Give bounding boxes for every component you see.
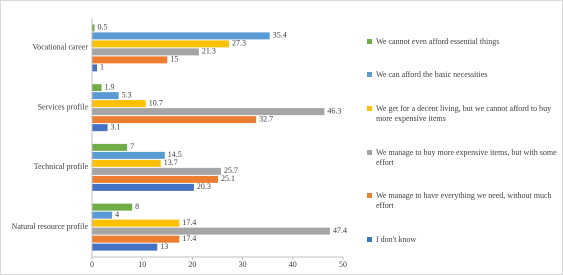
bar (92, 64, 98, 72)
data-label: 7 (130, 142, 134, 151)
data-label: 20.3 (197, 182, 211, 191)
legend-swatch (367, 72, 372, 78)
legend-label: We manage to have everything we need, wi… (376, 191, 552, 211)
bar (92, 143, 128, 151)
legend-label: We cannot even afford essential things (376, 36, 500, 46)
legend-item: We can afford the basic necessities (367, 70, 557, 80)
y-tick-label: Vocational career (32, 43, 88, 52)
data-label: 27.3 (232, 39, 246, 48)
data-label: 14.5 (168, 150, 182, 159)
data-label: 47.4 (333, 226, 347, 235)
bar (92, 56, 168, 64)
data-label: 17.4 (182, 234, 196, 243)
bar (92, 32, 270, 40)
y-tick-label: Natural resource profile (12, 222, 89, 231)
bar (92, 84, 102, 92)
legend-label: We get for a decent living, but we canno… (376, 104, 552, 124)
legend-swatch (367, 193, 372, 199)
bar (92, 24, 95, 32)
y-tick-label: Technical profile (34, 162, 89, 171)
x-tick-label: 30 (239, 260, 247, 269)
legend-swatch (367, 106, 372, 112)
data-label: 21.3 (202, 47, 216, 56)
data-label: 10.7 (149, 98, 163, 107)
data-label: 4 (115, 210, 119, 219)
bar (92, 116, 257, 124)
bar (92, 183, 194, 191)
bar (92, 108, 325, 116)
data-label: 46.3 (327, 106, 341, 115)
data-label: 3.1 (111, 122, 121, 131)
legend-label: We can afford the basic necessities (376, 70, 488, 80)
bar (92, 175, 219, 183)
x-tick-label: 40 (289, 260, 297, 269)
data-label: 0.5 (98, 23, 108, 32)
bar (92, 92, 119, 100)
data-label: 8 (135, 202, 139, 211)
data-label: 25.7 (224, 166, 238, 175)
data-label: 1 (100, 63, 104, 72)
data-label: 15 (170, 55, 178, 64)
bar (92, 203, 133, 211)
bar (92, 151, 165, 159)
bar (92, 40, 230, 48)
bar (92, 159, 161, 167)
data-label: 32.7 (259, 114, 273, 123)
data-label: 17.4 (182, 218, 196, 227)
data-label: 13 (160, 242, 168, 251)
bar (92, 227, 330, 235)
legend-item: We manage to buy more expensive items, b… (367, 148, 557, 168)
legend-swatch (367, 38, 372, 44)
x-tick-label: 0 (90, 260, 94, 269)
data-label: 5.3 (122, 90, 132, 99)
legend-item: I don't know (367, 235, 557, 245)
legend-label: We manage to buy more expensive items, b… (376, 147, 557, 167)
legend-item: We cannot even afford essential things (367, 37, 557, 47)
data-label: 1.9 (105, 82, 115, 91)
data-label: 13.7 (164, 158, 178, 167)
legend-item: We get for a decent living, but we canno… (367, 104, 557, 124)
bar (92, 167, 222, 175)
legend: We cannot even afford essential things We… (367, 25, 557, 257)
x-tick-label: 50 (339, 260, 347, 269)
data-label: 25.1 (221, 174, 235, 183)
legend-item: We manage to have everything we need, wi… (367, 191, 557, 211)
bar (92, 48, 199, 56)
bar (92, 211, 113, 219)
bar (92, 124, 108, 132)
x-tick-label: 20 (188, 260, 196, 269)
legend-label: I don't know (376, 235, 417, 245)
bar (92, 235, 180, 243)
legend-swatch (367, 237, 372, 243)
x-tick-label: 10 (138, 260, 146, 269)
bar (92, 243, 158, 251)
bar (92, 219, 180, 227)
y-tick-label: Services profile (38, 102, 89, 111)
legend-swatch (367, 149, 372, 155)
data-label: 35.4 (273, 31, 287, 40)
bar (92, 100, 146, 108)
